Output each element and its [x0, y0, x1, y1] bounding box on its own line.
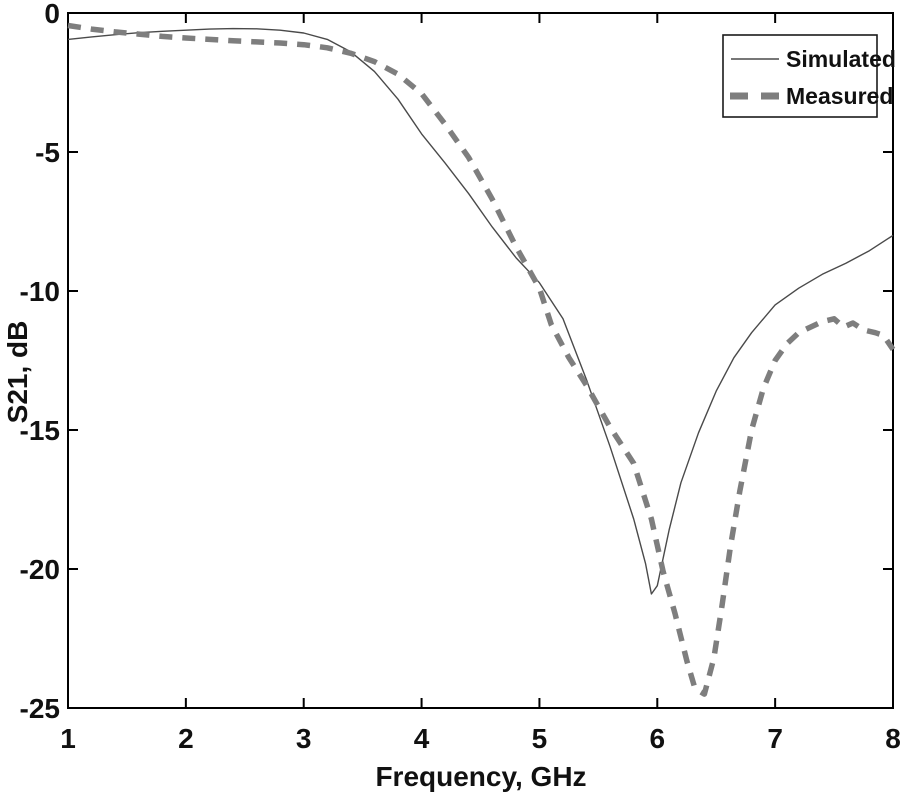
legend-simulated-label: Simulated — [786, 46, 896, 72]
legend-box — [722, 34, 878, 118]
x-tick-label: 5 — [532, 723, 548, 754]
y-tick-label: -10 — [20, 276, 60, 307]
series-line-measured — [67, 22, 896, 697]
x-tick-label: 8 — [885, 723, 900, 754]
x-tick-label: 6 — [649, 723, 665, 754]
y-tick-label: -25 — [20, 693, 60, 724]
y-tick-label: 0 — [44, 0, 60, 29]
x-tick-label: 1 — [60, 723, 76, 754]
x-axis-label: Frequency, GHz — [375, 761, 586, 792]
x-tick-label: 2 — [178, 723, 194, 754]
y-axis-label: S21, dB — [2, 321, 33, 424]
series-line-simulated — [67, 27, 894, 595]
y-tick-label: -20 — [20, 554, 60, 585]
data-series — [67, 22, 896, 697]
x-tick-label: 3 — [296, 723, 312, 754]
x-tick-label: 7 — [767, 723, 783, 754]
y-tick-label: -15 — [20, 415, 60, 446]
axis-ticks — [67, 12, 894, 709]
legend: Simulated Measured — [722, 34, 896, 118]
axis-tick-labels: 1 2 3 4 5 6 7 8 0 -5 -10 -15 -20 -25 — [20, 0, 900, 754]
y-tick-label: -5 — [35, 137, 60, 168]
plot-box — [67, 12, 894, 709]
legend-measured-label: Measured — [786, 83, 893, 109]
x-tick-label: 4 — [414, 723, 430, 754]
